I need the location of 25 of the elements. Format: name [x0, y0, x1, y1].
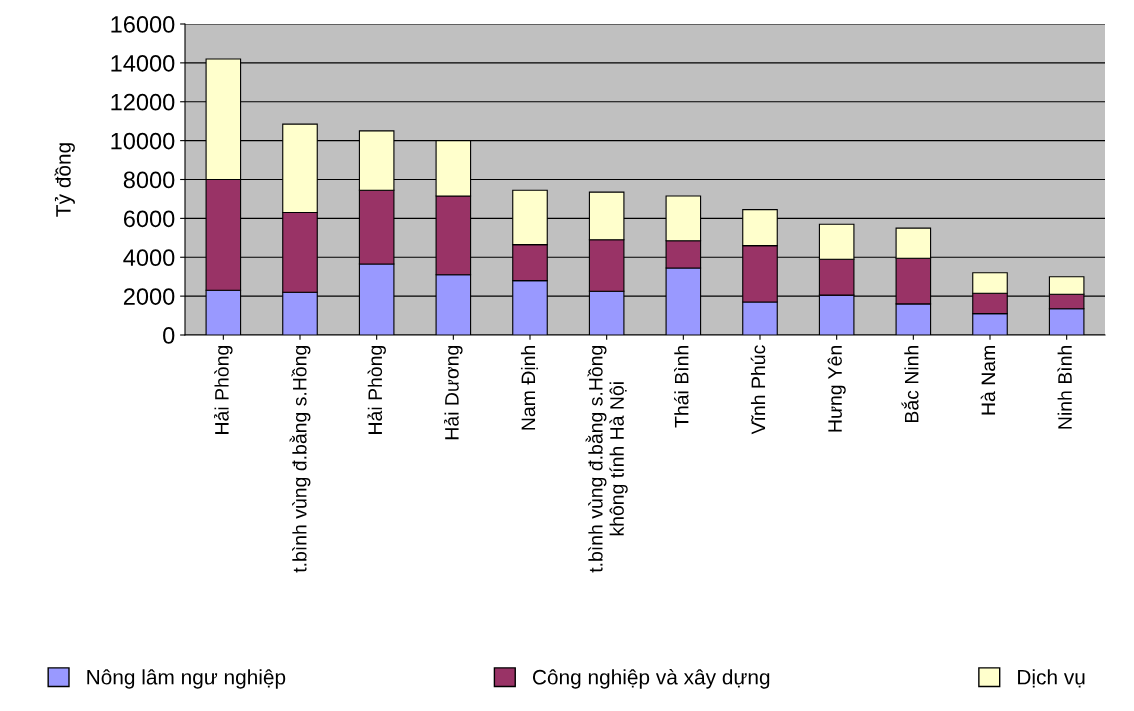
x-tick-label: Hà Nam — [980, 346, 996, 415]
x-tick-label: Hưng Yên — [827, 345, 846, 432]
x-tick-label: Nam Định — [520, 345, 538, 430]
y-tick-label: 4000 — [123, 249, 175, 267]
x-tick-label: Hải Dương — [444, 345, 463, 440]
x-tick-label: Thái Bình — [674, 345, 689, 428]
x-tick-label: t.bình vùng đ.bằng s.Hồng — [289, 345, 311, 573]
x-tick-label: t.bình vùng đ.bằng s.Hồng không tính Hà Nội — [585, 345, 628, 573]
legend-label: Công nghiệp và xây dựng — [532, 669, 770, 689]
x-tick-label: Hải Phòng — [367, 345, 386, 434]
y-axis-title: Tỷ đồng — [54, 143, 75, 217]
y-tick-label: 8000 — [123, 171, 175, 189]
x-tick-label: Ninh Bình — [1057, 345, 1072, 429]
legend-label: Dịch vụ — [1018, 669, 1085, 688]
y-tick-label: 16000 — [111, 16, 175, 33]
y-tick-label: 10000 — [111, 132, 175, 150]
x-tick-label: Vĩnh Phúc — [750, 345, 766, 435]
y-tick-label: 0 — [163, 327, 175, 344]
x-tick-label: Hải Phòng — [214, 345, 233, 434]
y-tick-label: 2000 — [123, 288, 175, 305]
legend-label: Nông lâm ngư nghiệp — [87, 669, 286, 689]
y-tick-label: 14000 — [111, 54, 175, 72]
x-tick-label: Bắc Ninh — [901, 345, 919, 423]
y-tick-label: 12000 — [111, 93, 175, 111]
y-tick-label: 6000 — [123, 210, 175, 228]
